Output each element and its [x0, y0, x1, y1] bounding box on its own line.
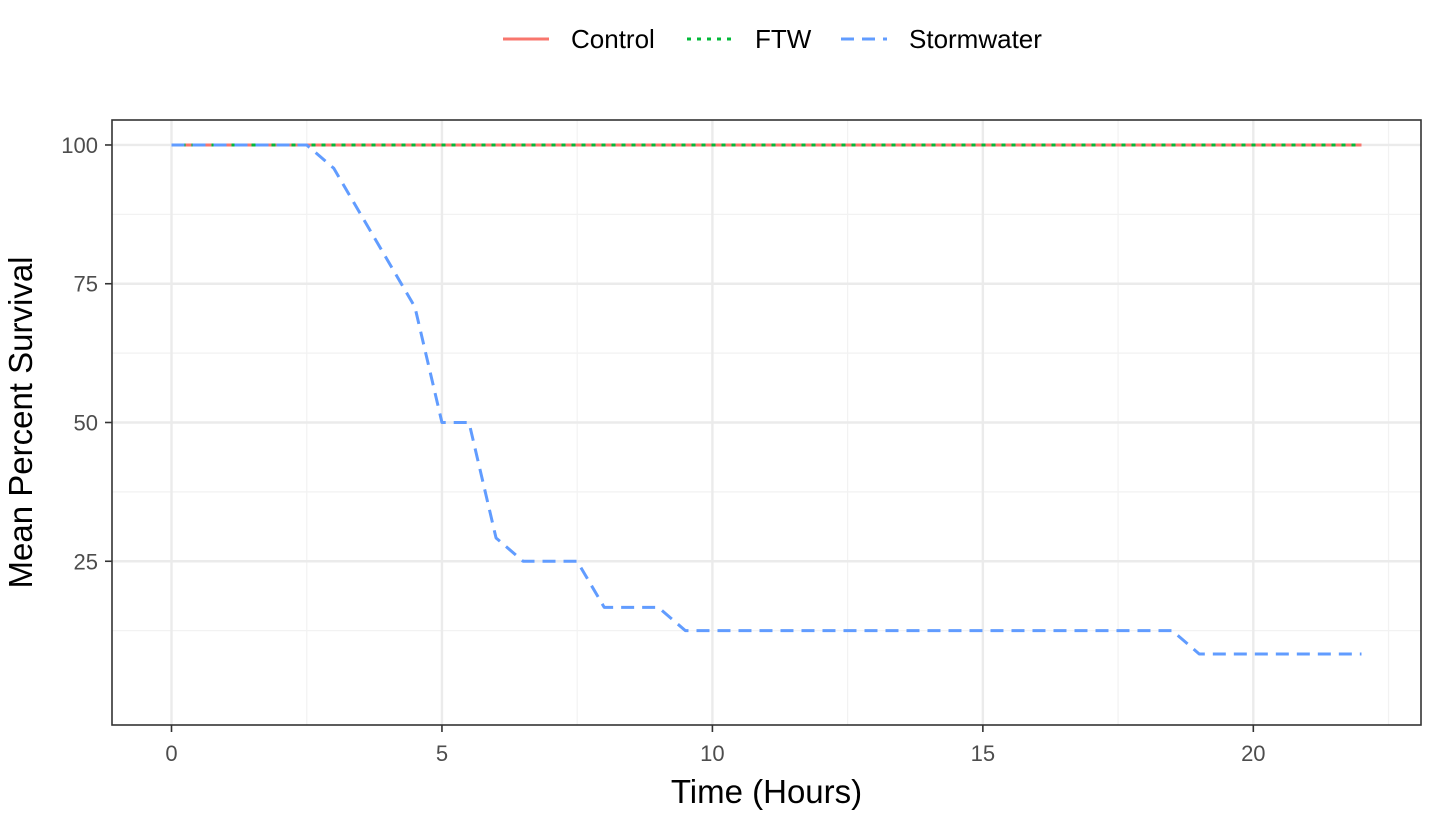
y-axis: 25 50 75 100 — [61, 133, 112, 574]
x-axis: 0 5 10 15 20 — [165, 725, 1266, 766]
legend-label-ftw: FTW — [755, 24, 812, 54]
x-tick-label: 0 — [165, 741, 177, 766]
x-tick-label: 15 — [971, 741, 995, 766]
y-tick-label: 100 — [61, 133, 98, 158]
legend: Control FTW Stormwater — [503, 24, 1042, 54]
x-tick-label: 20 — [1241, 741, 1265, 766]
y-axis-title: Mean Percent Survival — [2, 257, 39, 589]
grid-lines — [112, 120, 1421, 725]
y-tick-label: 50 — [74, 411, 98, 436]
x-tick-label: 10 — [700, 741, 724, 766]
y-tick-label: 25 — [74, 549, 98, 574]
x-axis-title: Time (Hours) — [671, 773, 862, 810]
legend-label-control: Control — [571, 24, 655, 54]
y-tick-label: 75 — [74, 272, 98, 297]
x-tick-label: 5 — [436, 741, 448, 766]
series-layer — [171, 143, 1362, 656]
legend-label-stormwater: Stormwater — [909, 24, 1042, 54]
series-line-stormwater — [171, 143, 1362, 656]
